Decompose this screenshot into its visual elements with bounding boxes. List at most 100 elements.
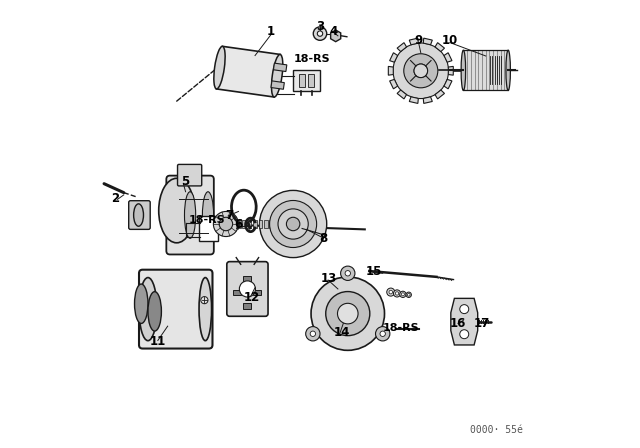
- Text: 18-RS: 18-RS: [382, 323, 419, 333]
- Circle shape: [393, 43, 449, 99]
- Circle shape: [387, 288, 395, 296]
- Circle shape: [337, 303, 358, 324]
- Circle shape: [310, 331, 316, 336]
- Circle shape: [311, 277, 385, 350]
- Bar: [463, 50, 508, 90]
- Polygon shape: [444, 79, 452, 89]
- Circle shape: [380, 331, 385, 336]
- Text: 6: 6: [234, 218, 243, 232]
- Bar: [269, 220, 273, 228]
- Circle shape: [287, 217, 300, 231]
- Bar: [273, 63, 287, 72]
- Polygon shape: [410, 38, 419, 45]
- Circle shape: [396, 292, 399, 295]
- Bar: [264, 220, 268, 228]
- Circle shape: [414, 64, 428, 78]
- FancyBboxPatch shape: [139, 270, 212, 349]
- Text: 18-RS: 18-RS: [294, 54, 330, 64]
- Text: 13: 13: [321, 272, 337, 285]
- Ellipse shape: [271, 54, 283, 97]
- FancyBboxPatch shape: [177, 164, 202, 186]
- Circle shape: [317, 31, 323, 36]
- Text: 1: 1: [267, 25, 275, 38]
- Circle shape: [326, 292, 370, 336]
- Polygon shape: [390, 53, 397, 62]
- FancyBboxPatch shape: [200, 216, 218, 241]
- Circle shape: [404, 54, 438, 88]
- Polygon shape: [423, 38, 432, 45]
- Ellipse shape: [184, 192, 196, 238]
- Text: 17: 17: [474, 317, 490, 330]
- Bar: [253, 290, 261, 295]
- Text: 0000· 55é: 0000· 55é: [470, 426, 522, 435]
- Ellipse shape: [134, 204, 143, 226]
- Text: 9: 9: [415, 34, 422, 47]
- Ellipse shape: [214, 46, 225, 89]
- Bar: [280, 220, 284, 228]
- Ellipse shape: [159, 178, 195, 243]
- Polygon shape: [390, 79, 397, 89]
- Polygon shape: [423, 97, 432, 103]
- Circle shape: [219, 217, 232, 231]
- Circle shape: [460, 305, 468, 314]
- Polygon shape: [397, 43, 406, 52]
- FancyBboxPatch shape: [227, 262, 268, 316]
- Ellipse shape: [461, 50, 465, 90]
- Polygon shape: [451, 298, 477, 345]
- Bar: [308, 74, 314, 87]
- Bar: [259, 220, 262, 228]
- Circle shape: [401, 293, 404, 296]
- Polygon shape: [410, 97, 419, 103]
- Circle shape: [400, 291, 406, 297]
- Circle shape: [260, 190, 327, 258]
- Text: 15: 15: [365, 264, 382, 278]
- Polygon shape: [388, 66, 393, 75]
- Circle shape: [314, 27, 327, 40]
- Circle shape: [201, 297, 208, 304]
- Bar: [216, 46, 280, 97]
- Polygon shape: [449, 66, 453, 75]
- Bar: [253, 220, 257, 228]
- Ellipse shape: [199, 278, 212, 340]
- Bar: [243, 276, 251, 282]
- Circle shape: [389, 290, 392, 294]
- Circle shape: [345, 271, 351, 276]
- Bar: [299, 74, 305, 87]
- Ellipse shape: [148, 292, 161, 331]
- Circle shape: [213, 211, 239, 237]
- Circle shape: [406, 292, 412, 297]
- Text: 8: 8: [319, 232, 328, 245]
- Circle shape: [460, 330, 468, 339]
- Bar: [243, 303, 251, 309]
- Ellipse shape: [202, 192, 214, 238]
- Polygon shape: [435, 90, 445, 99]
- Circle shape: [278, 209, 308, 239]
- Circle shape: [340, 266, 355, 280]
- FancyBboxPatch shape: [129, 201, 150, 229]
- Text: 2: 2: [111, 191, 119, 205]
- Text: 18-RS: 18-RS: [189, 215, 225, 225]
- Text: 3: 3: [316, 20, 324, 34]
- Bar: [243, 220, 246, 228]
- Text: 7: 7: [225, 208, 234, 222]
- FancyBboxPatch shape: [293, 70, 320, 91]
- Bar: [233, 290, 241, 295]
- Text: 4: 4: [330, 25, 337, 38]
- FancyBboxPatch shape: [166, 176, 214, 254]
- Text: 14: 14: [333, 326, 349, 339]
- Bar: [271, 81, 284, 89]
- Circle shape: [376, 327, 390, 341]
- Circle shape: [414, 64, 428, 78]
- Circle shape: [239, 281, 255, 297]
- Bar: [248, 220, 252, 228]
- Ellipse shape: [134, 284, 148, 323]
- Polygon shape: [397, 90, 406, 99]
- Text: 11: 11: [150, 335, 166, 348]
- Text: 12: 12: [244, 291, 260, 305]
- Circle shape: [394, 290, 401, 297]
- Bar: [275, 220, 278, 228]
- Polygon shape: [435, 43, 445, 52]
- Text: 10: 10: [442, 34, 458, 47]
- Circle shape: [306, 327, 320, 341]
- Text: 16: 16: [450, 317, 466, 330]
